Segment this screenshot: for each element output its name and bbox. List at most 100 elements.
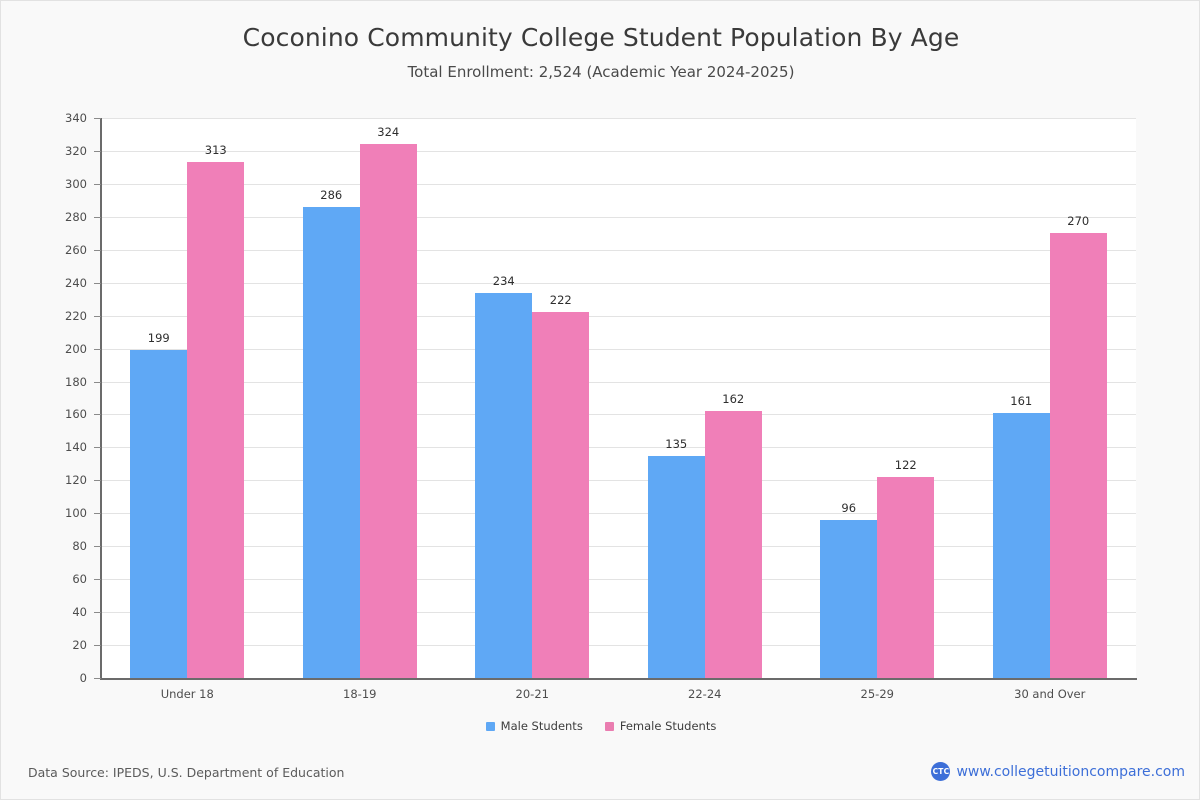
brand-footer[interactable]: CTC www.collegetuitioncompare.com (931, 762, 1185, 781)
bar-female[interactable]: 222 (532, 293, 590, 678)
bar-group: 135 162 (647, 118, 762, 678)
y-tick-label: 80 (72, 539, 87, 554)
bar-male[interactable]: 135 (647, 437, 705, 678)
legend-label: Male Students (500, 719, 583, 733)
x-axis-label: 20-21 (515, 687, 549, 701)
legend-swatch-icon (604, 721, 614, 731)
y-tick-mark (94, 150, 101, 152)
y-tick-label: 340 (65, 111, 87, 125)
bar-value-label: 270 (1067, 214, 1090, 229)
bar-value-label: 313 (204, 143, 227, 158)
bar-male[interactable]: 286 (302, 188, 360, 678)
y-tick-mark (94, 282, 101, 284)
gridline (101, 414, 1136, 416)
y-tick-mark (94, 480, 101, 482)
bar-group: 161 270 (992, 118, 1107, 678)
y-tick-label: 300 (65, 176, 87, 191)
y-tick-label: 160 (65, 407, 87, 422)
y-tick-label: 140 (65, 440, 87, 455)
y-tick-mark (94, 612, 101, 614)
bar-female[interactable]: 313 (187, 143, 245, 678)
y-tick-label: 100 (65, 506, 87, 521)
bar-value-label: 199 (147, 331, 170, 346)
y-tick-mark (94, 513, 101, 515)
gridline (101, 282, 1136, 284)
bar-value-label: 122 (894, 458, 917, 473)
y-tick-mark (94, 447, 101, 449)
x-axis-label: 30 and Over (1014, 687, 1086, 701)
y-tick-mark (94, 118, 101, 119)
x-axis-line (100, 678, 1137, 680)
bar-value-label: 96 (841, 500, 857, 515)
bar-male[interactable]: 199 (130, 331, 188, 678)
gridline (101, 480, 1136, 482)
y-tick-label: 20 (72, 638, 87, 653)
x-axis-label: 25-29 (860, 687, 894, 701)
bar-value-label: 234 (492, 273, 515, 288)
y-tick-mark (94, 249, 101, 251)
gridline (101, 315, 1136, 317)
y-tick-mark (94, 315, 101, 317)
y-tick-mark (94, 678, 101, 679)
y-tick-label: 200 (65, 341, 87, 356)
y-tick-label: 280 (65, 209, 87, 224)
y-tick-label: 60 (72, 572, 87, 587)
y-tick-label: 220 (65, 308, 87, 323)
y-tick-label: 0 (79, 671, 87, 685)
gridline (101, 579, 1136, 581)
y-tick-label: 120 (65, 473, 87, 488)
y-axis-line (100, 118, 102, 679)
bar-value-label: 222 (549, 293, 572, 308)
gridline (101, 447, 1136, 449)
y-tick-label: 260 (65, 242, 87, 257)
gridline (101, 348, 1136, 350)
bar-male[interactable]: 96 (820, 501, 878, 678)
gridline (101, 513, 1136, 515)
bar-female[interactable]: 122 (877, 458, 935, 678)
gridline (101, 183, 1136, 185)
bar-female[interactable]: 270 (1049, 214, 1107, 678)
y-tick-mark (94, 381, 101, 383)
x-axis-label: 18-19 (343, 687, 377, 701)
x-axis-label: Under 18 (160, 687, 214, 701)
y-tick-label: 40 (72, 605, 87, 620)
gridline (101, 612, 1136, 614)
bar-value-label: 324 (377, 125, 400, 140)
bar-value-label: 162 (722, 392, 745, 407)
gridline (101, 216, 1136, 218)
y-tick-mark (94, 216, 101, 218)
y-tick-mark (94, 579, 101, 581)
plot-area (101, 118, 1136, 678)
y-tick-mark (94, 348, 101, 350)
gridline (101, 249, 1136, 251)
bars-layer: 199 313 286 324 234 222 135 162 96 122 161 270 (101, 118, 1136, 678)
ctc-logo-icon: CTC (931, 762, 951, 781)
legend-item-female[interactable]: Female Students (604, 719, 717, 733)
data-source-text: Data Source: IPEDS, U.S. Department of E… (28, 765, 345, 780)
legend-item-male[interactable]: Male Students (485, 719, 583, 733)
y-tick-label: 240 (65, 275, 87, 290)
gridline (101, 118, 1136, 119)
x-axis-label: 22-24 (688, 687, 722, 701)
gridline (101, 381, 1136, 383)
bar-group: 234 222 (475, 118, 590, 678)
y-tick-mark (94, 645, 101, 647)
legend-label: Female Students (619, 719, 717, 733)
gridline (101, 150, 1136, 152)
legend-swatch-icon (485, 721, 495, 731)
bar-female[interactable]: 162 (704, 392, 762, 678)
chart-legend: Male Students Female Students (1, 719, 1200, 733)
bar-value-label: 161 (1010, 393, 1033, 408)
brand-url-link[interactable]: www.collegetuitioncompare.com (956, 763, 1185, 780)
bar-female[interactable]: 324 (359, 125, 417, 678)
bar-group: 96 122 (820, 118, 935, 678)
y-tick-label: 320 (65, 143, 87, 158)
gridline (101, 645, 1136, 647)
bar-male[interactable]: 234 (475, 274, 533, 678)
bar-male[interactable]: 161 (992, 394, 1050, 678)
gridline (101, 546, 1136, 548)
bar-value-label: 286 (320, 187, 343, 202)
y-tick-label: 180 (65, 374, 87, 389)
y-tick-mark (94, 546, 101, 548)
